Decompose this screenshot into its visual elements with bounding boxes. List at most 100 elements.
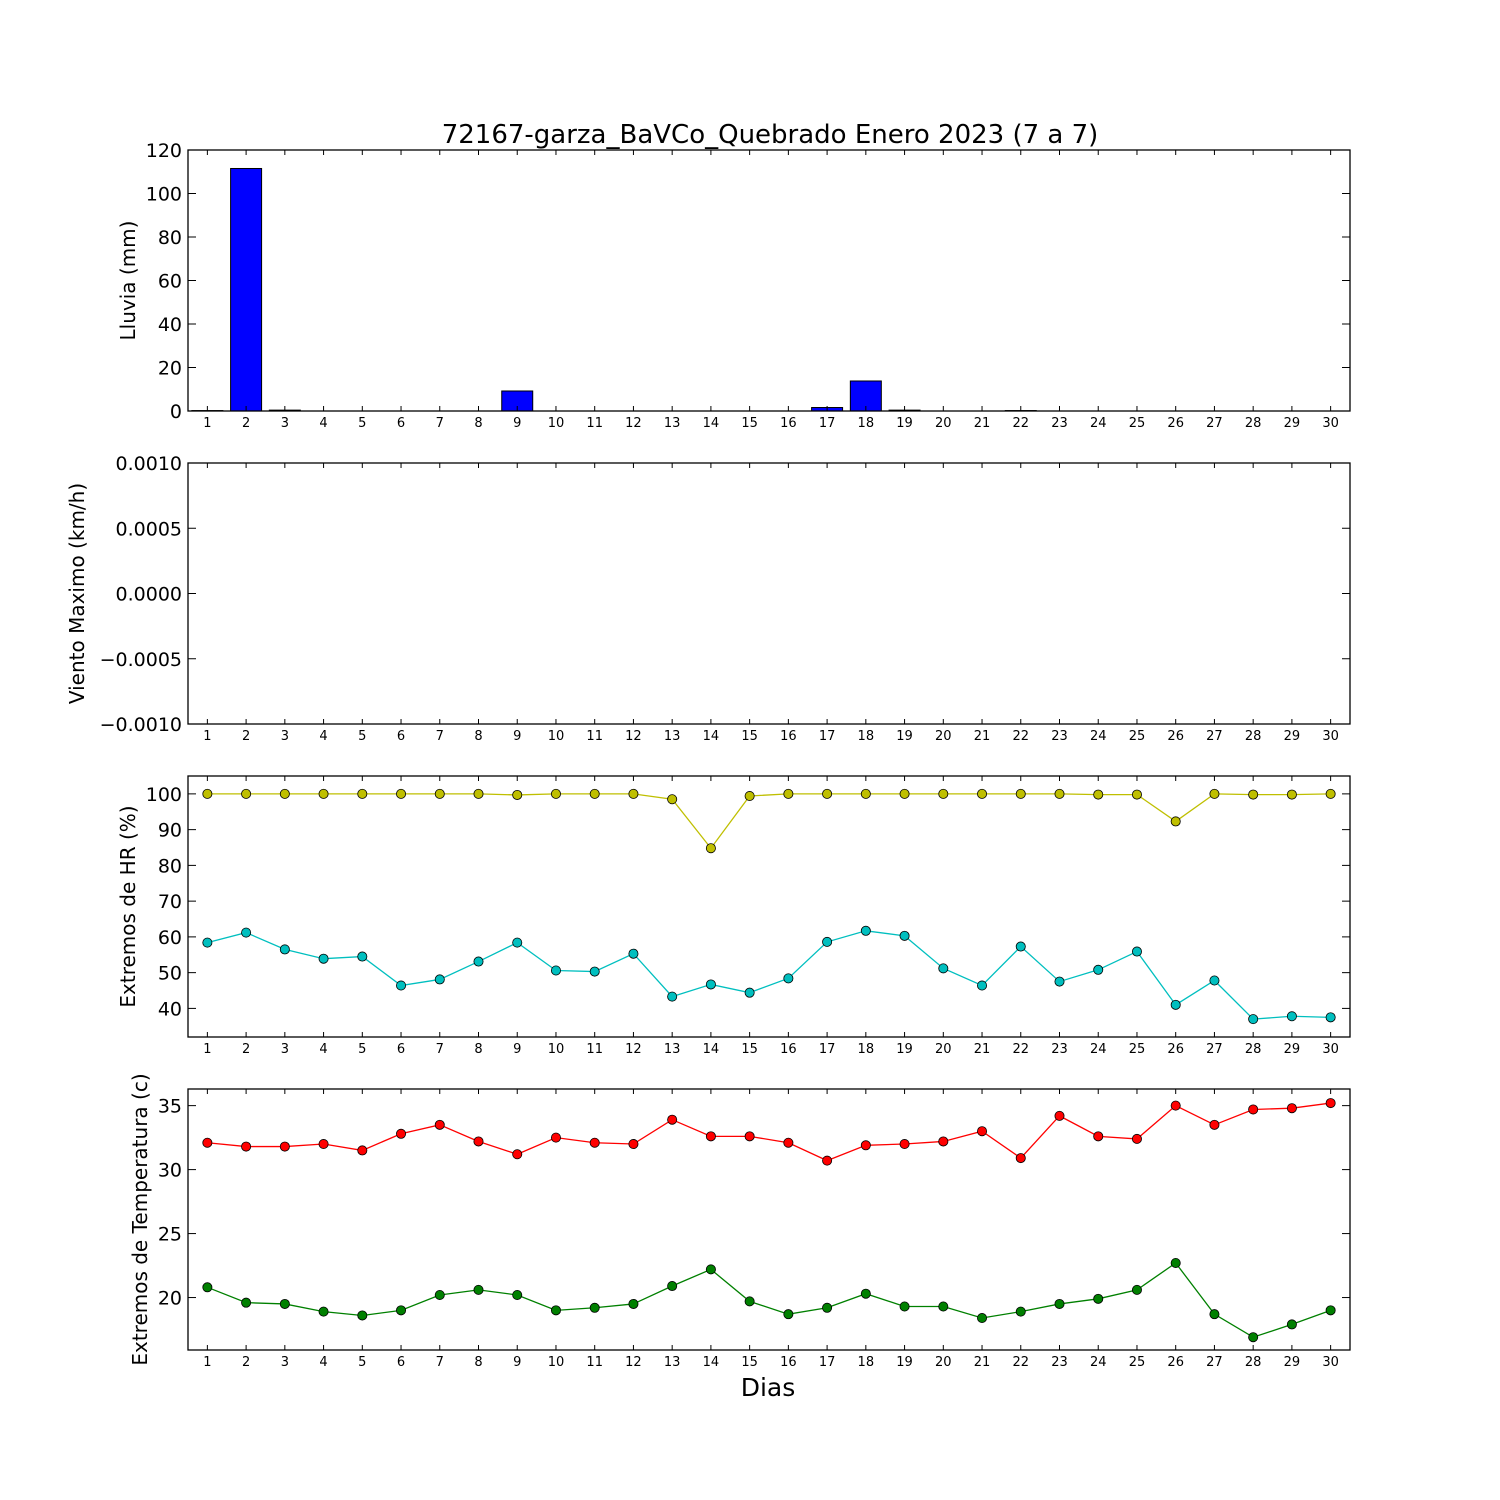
temperature-x-tick-label: 23 xyxy=(1051,1355,1068,1370)
temperature-series-2-line xyxy=(207,1262,1331,1338)
temperature-series-1-point-day-19 xyxy=(899,1139,910,1150)
wind-x-tick-label: 1 xyxy=(203,729,211,744)
temperature-x-tick-label: 14 xyxy=(703,1355,720,1370)
temperature-series-2-point-day-5 xyxy=(357,1310,368,1321)
temperature-x-tick-label: 12 xyxy=(625,1355,642,1370)
temperature-x-tick-label: 16 xyxy=(780,1355,797,1370)
rain-x-tick-label: 11 xyxy=(586,416,603,431)
temperature-y-tick-label: 30 xyxy=(158,1160,182,1182)
rain-x-tick-label: 8 xyxy=(474,416,482,431)
rain-y-tick-label: 20 xyxy=(158,358,182,380)
temperature-x-tick-label: 18 xyxy=(858,1355,875,1370)
humidity-series-2-point-day-2 xyxy=(241,927,252,938)
temperature-x-tick-label: 30 xyxy=(1322,1355,1339,1370)
humidity-x-tick-label: 25 xyxy=(1129,1042,1146,1057)
temperature-series-1-point-day-26 xyxy=(1170,1100,1181,1111)
temperature-y-axis-label: Extremos de Temperatura (c) xyxy=(128,1073,152,1365)
humidity-series-2-point-day-6 xyxy=(396,980,407,991)
humidity-x-tick-label: 18 xyxy=(858,1042,875,1057)
humidity-series-2-point-day-30 xyxy=(1325,1012,1336,1023)
rain-x-tick-label: 26 xyxy=(1167,416,1184,431)
temperature-series-2-point-day-23 xyxy=(1054,1298,1065,1309)
humidity-axes-frame xyxy=(187,775,1351,1038)
rain-x-tick-label: 15 xyxy=(741,416,758,431)
temperature-x-tick-label: 22 xyxy=(1012,1355,1029,1370)
temperature-series-1-point-day-25 xyxy=(1131,1133,1142,1144)
rain-x-tick-label: 16 xyxy=(780,416,797,431)
wind-y-tick-label: 0.0005 xyxy=(116,518,182,540)
rain-x-tick-label: 29 xyxy=(1284,416,1301,431)
humidity-x-tick-label: 14 xyxy=(703,1042,720,1057)
humidity-x-tick-label: 3 xyxy=(281,1042,289,1057)
temperature-series-2-point-day-20 xyxy=(938,1301,949,1312)
rain-x-tick-label: 17 xyxy=(819,416,836,431)
wind-x-tick-label: 9 xyxy=(513,729,521,744)
wind-x-tick-label: 20 xyxy=(935,729,952,744)
temperature-x-tick-label: 8 xyxy=(474,1355,482,1370)
humidity-series-2-point-day-28 xyxy=(1248,1014,1259,1025)
rain-x-tick-label: 13 xyxy=(664,416,681,431)
temperature-series-1-point-day-15 xyxy=(744,1131,755,1142)
humidity-x-tick-label: 5 xyxy=(358,1042,366,1057)
temperature-series-1-point-day-6 xyxy=(396,1128,407,1139)
temperature-x-tick-label: 15 xyxy=(741,1355,758,1370)
rain-x-tick-label: 25 xyxy=(1129,416,1146,431)
humidity-x-tick-label: 30 xyxy=(1322,1042,1339,1057)
humidity-series-1-point-day-12 xyxy=(628,788,639,799)
temperature-series-1-point-day-1 xyxy=(202,1137,213,1148)
humidity-x-tick-label: 10 xyxy=(548,1042,565,1057)
temperature-series-2-point-day-25 xyxy=(1131,1284,1142,1295)
humidity-series-2-point-day-19 xyxy=(899,930,910,941)
wind-x-tick-label: 3 xyxy=(281,729,289,744)
temperature-x-tick-label: 11 xyxy=(586,1355,603,1370)
humidity-series-2-point-day-7 xyxy=(434,974,445,985)
rain-x-tick-label: 7 xyxy=(436,416,444,431)
temperature-series-1-point-day-10 xyxy=(550,1132,561,1143)
temperature-series-2-point-day-7 xyxy=(434,1289,445,1300)
rain-x-tick-label: 24 xyxy=(1090,416,1107,431)
wind-x-tick-label: 6 xyxy=(397,729,405,744)
wind-x-tick-label: 2 xyxy=(242,729,250,744)
rain-x-tick-label: 4 xyxy=(319,416,327,431)
temperature-x-tick-label: 13 xyxy=(664,1355,681,1370)
humidity-series-1-point-day-30 xyxy=(1325,788,1336,799)
humidity-x-tick-label: 9 xyxy=(513,1042,521,1057)
humidity-y-tick-label: 70 xyxy=(158,891,182,913)
wind-x-tick-label: 17 xyxy=(819,729,836,744)
temperature-x-tick-label: 10 xyxy=(548,1355,565,1370)
temperature-series-1-point-day-9 xyxy=(512,1149,523,1160)
wind-x-tick-label: 13 xyxy=(664,729,681,744)
temperature-x-tick-label: 27 xyxy=(1206,1355,1223,1370)
rain-x-tick-label: 6 xyxy=(397,416,405,431)
rain-x-tick-label: 19 xyxy=(896,416,913,431)
temperature-x-tick-label: 29 xyxy=(1284,1355,1301,1370)
humidity-x-tick-label: 21 xyxy=(974,1042,991,1057)
humidity-x-tick-label: 1 xyxy=(203,1042,211,1057)
temperature-series-1-point-day-5 xyxy=(357,1145,368,1156)
temperature-x-tick-label: 19 xyxy=(896,1355,913,1370)
temperature-series-2-point-day-26 xyxy=(1170,1258,1181,1269)
wind-x-tick-label: 28 xyxy=(1245,729,1262,744)
humidity-series-2-point-day-23 xyxy=(1054,976,1065,987)
wind-x-tick-label: 27 xyxy=(1206,729,1223,744)
wind-x-tick-label: 8 xyxy=(474,729,482,744)
humidity-series-2-point-day-8 xyxy=(473,956,484,967)
temperature-y-tick-label: 35 xyxy=(158,1096,182,1118)
chart-title: 72167-garza_BaVCo_Quebrado Enero 2023 (7… xyxy=(442,120,1099,150)
humidity-series-1-point-day-4 xyxy=(318,788,329,799)
temperature-series-2-point-day-3 xyxy=(279,1298,290,1309)
wind-x-tick-label: 12 xyxy=(625,729,642,744)
wind-y-tick-label: 0.0010 xyxy=(116,453,182,475)
temperature-x-tick-label: 4 xyxy=(319,1355,327,1370)
temperature-series-2-point-day-24 xyxy=(1093,1293,1104,1304)
humidity-x-tick-label: 27 xyxy=(1206,1042,1223,1057)
humidity-series-2-point-day-17 xyxy=(822,936,833,947)
temperature-x-tick-label: 2 xyxy=(242,1355,250,1370)
temperature-series-2-point-day-19 xyxy=(899,1301,910,1312)
humidity-series-2-point-day-11 xyxy=(589,966,600,977)
temperature-series-2-point-day-2 xyxy=(241,1297,252,1308)
humidity-series-2-point-day-9 xyxy=(512,937,523,948)
rain-x-tick-label: 5 xyxy=(358,416,366,431)
humidity-x-tick-label: 17 xyxy=(819,1042,836,1057)
temperature-y-tick-label: 25 xyxy=(158,1224,182,1246)
